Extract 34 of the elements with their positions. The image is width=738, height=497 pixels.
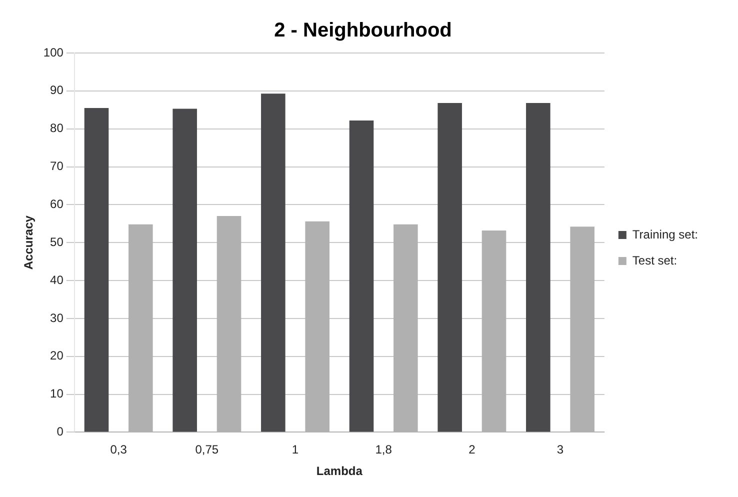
chart-title: 2 - Neighbourhood — [274, 20, 452, 42]
y-tick-label: 0 — [56, 424, 64, 439]
y-axis-title: Accuracy — [22, 215, 36, 270]
bar — [84, 108, 109, 432]
y-tick-label: 90 — [50, 83, 64, 98]
x-tick-label: 2 — [468, 442, 476, 457]
x-tick-label: 3 — [556, 442, 564, 457]
legend-label: Training set: — [632, 227, 698, 242]
y-tick-label: 20 — [50, 348, 64, 363]
x-tick-label: 1 — [292, 442, 299, 457]
bar — [482, 230, 506, 432]
y-tick-label: 70 — [50, 159, 64, 174]
bar — [570, 226, 594, 432]
bar — [349, 120, 374, 432]
x-tick-label: 0,3 — [110, 442, 128, 457]
bar — [305, 221, 330, 432]
y-tick-label: 10 — [50, 386, 64, 401]
bar — [128, 224, 153, 432]
bar — [261, 94, 286, 432]
bar — [216, 216, 242, 432]
x-tick-label: 0,75 — [195, 442, 219, 457]
y-tick-label: 30 — [50, 310, 64, 325]
y-tick-label: 50 — [50, 234, 64, 249]
y-tick-label: 80 — [50, 121, 64, 136]
legend-label: Test set: — [632, 253, 678, 268]
y-tick-label: 60 — [50, 196, 64, 211]
bar — [394, 224, 418, 432]
bar — [526, 103, 550, 432]
y-tick-label: 40 — [50, 272, 64, 287]
bar — [172, 108, 197, 432]
y-tick-label: 100 — [43, 45, 64, 60]
x-axis-title: Lambda — [316, 464, 363, 478]
bar — [438, 103, 462, 432]
x-tick-label: 1,8 — [375, 442, 392, 457]
